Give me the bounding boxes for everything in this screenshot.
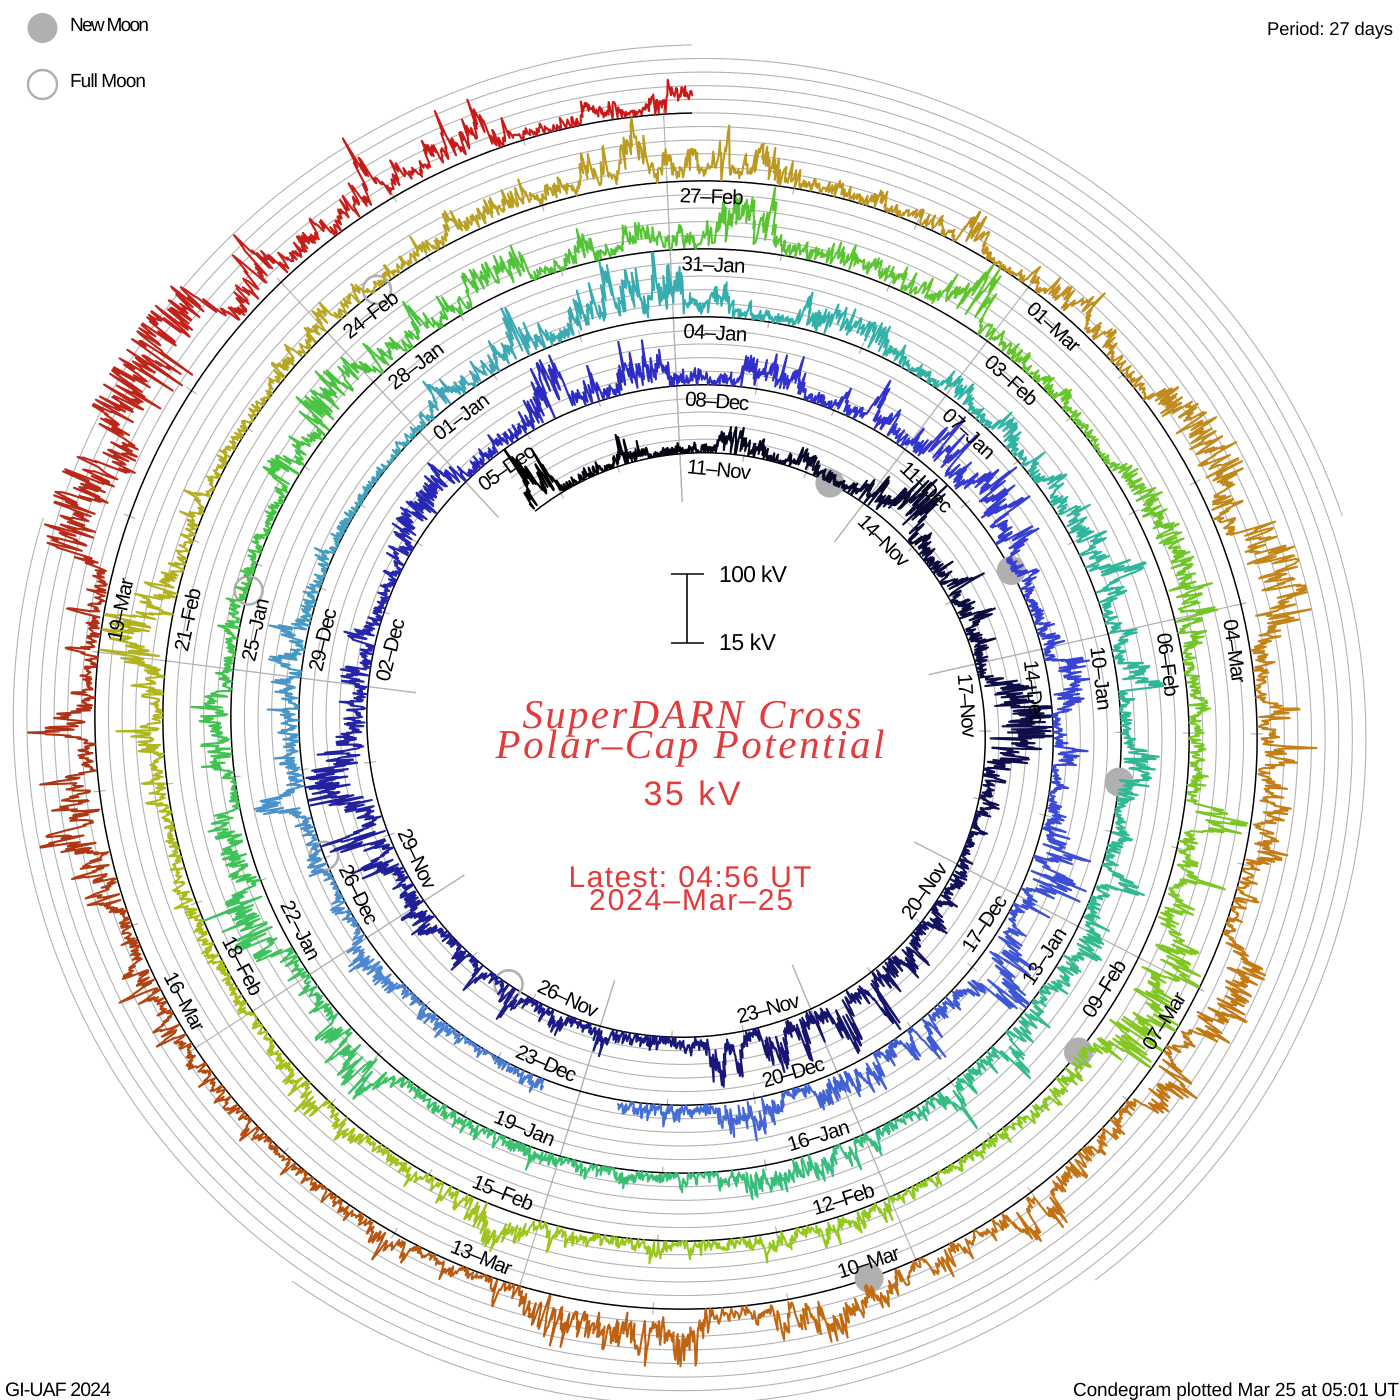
svg-text:2024–Mar–25: 2024–Mar–25	[589, 884, 793, 917]
svg-text:GI-UAF 2024: GI-UAF 2024	[5, 1379, 111, 1400]
svg-text:Condegram plotted Mar 25 at 05: Condegram plotted Mar 25 at 05:01 UT	[1073, 1380, 1399, 1400]
svg-text:100 kV: 100 kV	[719, 561, 788, 587]
svg-text:17–Nov: 17–Nov	[953, 673, 981, 739]
svg-text:15 kV: 15 kV	[719, 629, 777, 655]
svg-text:08–Dec: 08–Dec	[684, 388, 750, 416]
svg-text:Polar–Cap Potential: Polar–Cap Potential	[495, 721, 885, 767]
svg-text:35 kV: 35 kV	[644, 775, 741, 813]
svg-text:Latest: 04:56 UT: Latest: 04:56 UT	[569, 861, 812, 894]
svg-text:Full Moon: Full Moon	[70, 71, 146, 92]
svg-text:31–Jan: 31–Jan	[681, 252, 746, 278]
svg-text:New Moon: New Moon	[70, 15, 149, 36]
svg-text:Period: 27 days: Period: 27 days	[1267, 18, 1393, 39]
svg-text:04–Jan: 04–Jan	[683, 320, 748, 347]
svg-text:27–Feb: 27–Feb	[679, 184, 744, 209]
svg-text:SuperDARN Cross: SuperDARN Cross	[523, 691, 862, 737]
